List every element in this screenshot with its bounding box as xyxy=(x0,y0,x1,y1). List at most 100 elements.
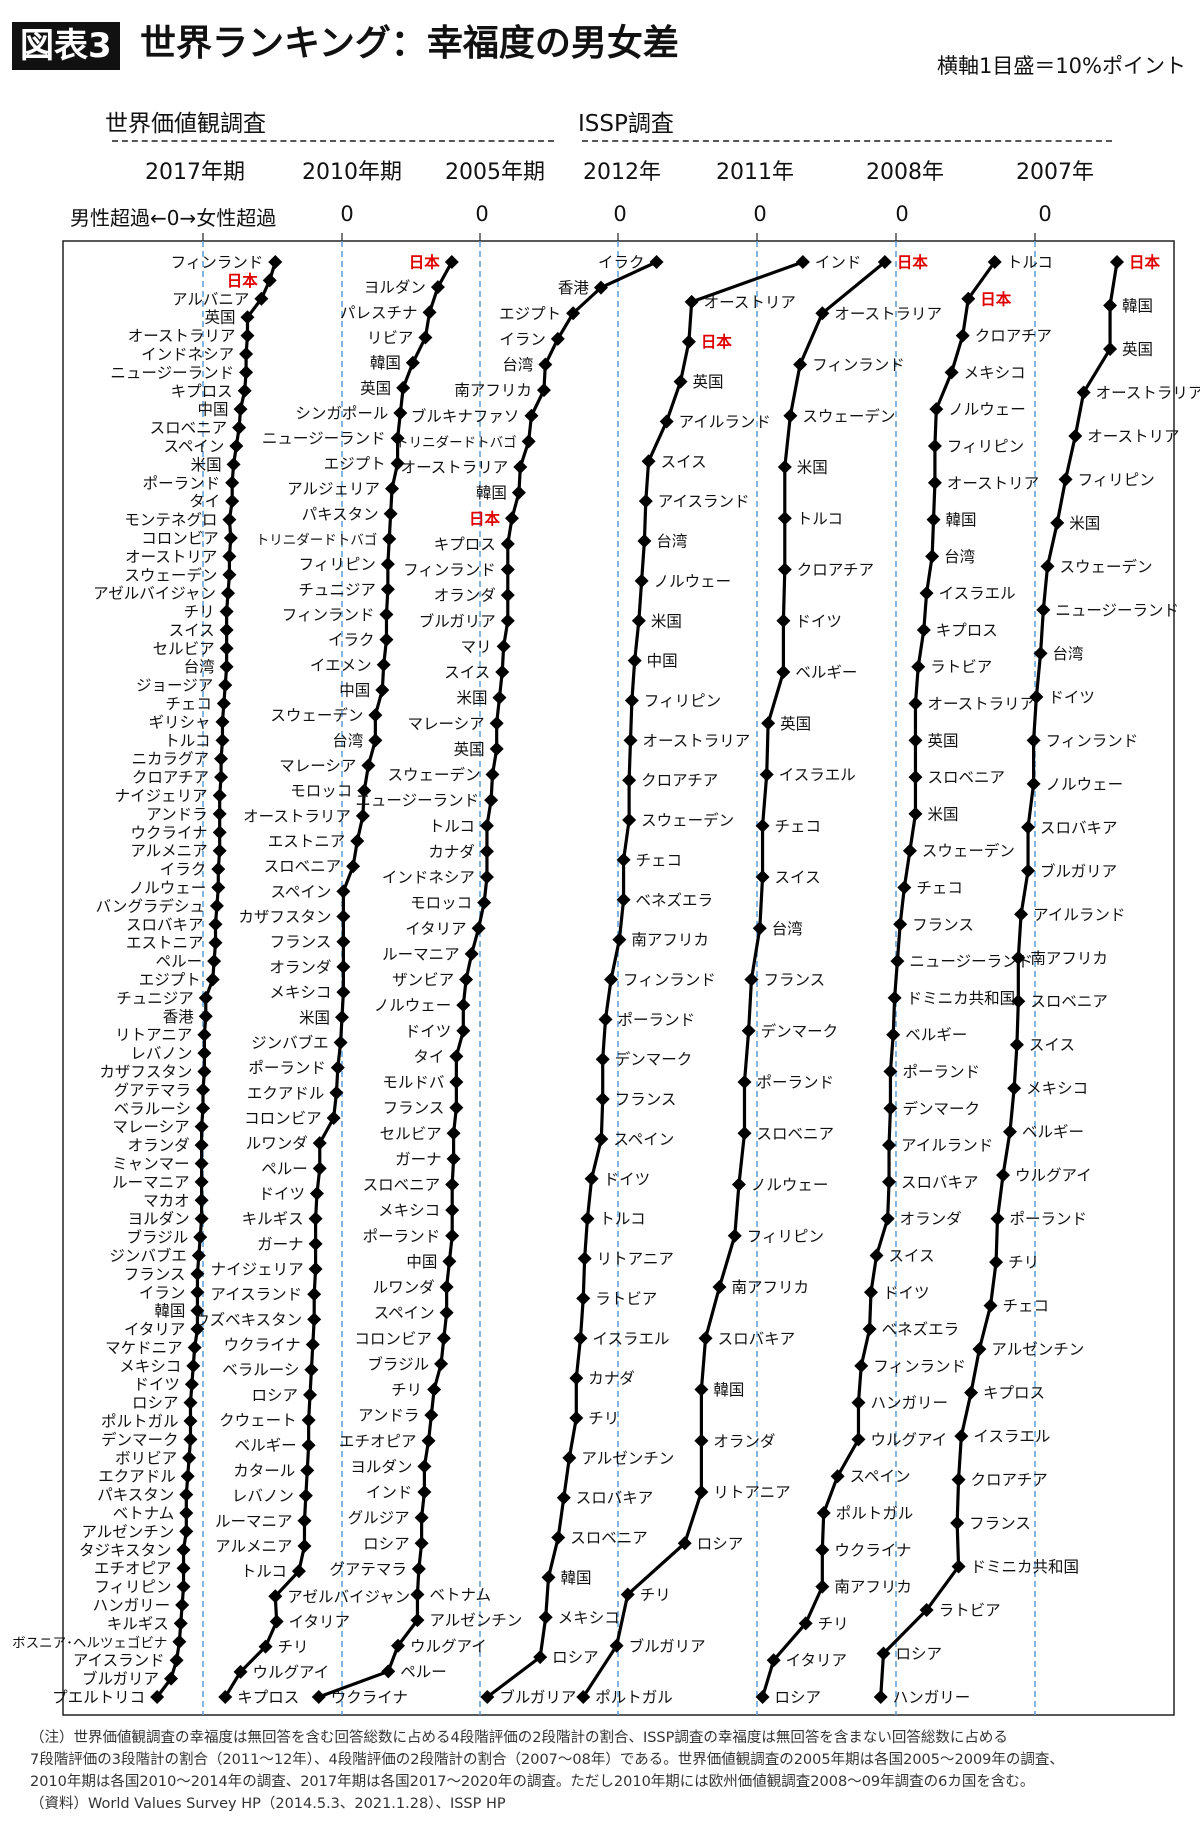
data-point-marker xyxy=(902,843,917,858)
country-label: アンドラ xyxy=(146,805,207,823)
data-point-marker xyxy=(752,921,767,936)
country-label: ハンガリー xyxy=(870,1394,948,1412)
country-label: 中国 xyxy=(339,681,370,699)
data-point-marker xyxy=(269,1614,284,1629)
data-point-marker xyxy=(209,898,224,913)
country-label: カザフスタン xyxy=(99,1063,192,1081)
country-label: オーストリア xyxy=(125,548,217,566)
zero-label-2011: 0 xyxy=(753,202,767,226)
data-point-marker xyxy=(1021,863,1036,878)
data-point-marker xyxy=(776,665,791,679)
country-label: ブルガリア xyxy=(499,1688,576,1707)
data-point-marker xyxy=(1002,1124,1017,1139)
country-label: 英国 xyxy=(1122,340,1153,358)
country-label: アゼルバイジャン xyxy=(287,1588,410,1606)
data-point-marker xyxy=(172,1634,187,1649)
country-label: トルコ xyxy=(429,817,475,835)
data-point-marker xyxy=(673,374,688,389)
country-label: アイルランド xyxy=(679,413,771,431)
country-label: マケドニア xyxy=(105,1339,183,1357)
data-point-marker xyxy=(1033,646,1048,661)
country-label: ウルグアイ xyxy=(870,1431,947,1449)
country-label: ベトナム xyxy=(113,1505,175,1523)
country-label: カザフスタン xyxy=(238,908,331,926)
country-label: ベラルーシ xyxy=(114,1100,191,1118)
data-point-marker xyxy=(191,1248,206,1263)
country-label: 米国 xyxy=(191,456,222,474)
data-point-marker xyxy=(304,1362,319,1377)
country-label: メキシコ xyxy=(1026,1080,1088,1098)
country-label: アイルランド xyxy=(901,1137,993,1155)
country-label: ベネズエラ xyxy=(882,1321,960,1339)
data-point-marker xyxy=(368,708,383,723)
country-label: リトアニア xyxy=(597,1250,674,1268)
data-point-marker xyxy=(225,475,240,490)
data-point-marker xyxy=(355,808,370,823)
data-point-marker xyxy=(229,438,244,453)
country-label: フィンランド xyxy=(873,1357,966,1375)
data-point-marker xyxy=(336,985,351,1000)
country-label: ミャンマー xyxy=(112,1155,190,1173)
data-point-marker xyxy=(194,1156,209,1171)
data-point-marker xyxy=(929,402,944,417)
country-label: ガーナ xyxy=(395,1150,442,1168)
country-label: ノルウェー xyxy=(374,997,452,1015)
data-point-marker xyxy=(336,884,351,899)
data-point-marker xyxy=(258,1639,273,1654)
country-label: ポーランド xyxy=(617,1011,695,1029)
country-label: エチオピア xyxy=(94,1560,172,1578)
country-label: 中国 xyxy=(406,1253,437,1271)
country-label: イラク xyxy=(160,861,207,879)
country-label: ドイツ xyxy=(1048,688,1095,706)
country-label: 米国 xyxy=(456,689,487,707)
data-point-marker xyxy=(417,1485,432,1499)
country-label: スイス xyxy=(169,621,215,639)
data-point-marker xyxy=(511,485,526,500)
direction-label: 男性超過←0→女性超過 xyxy=(70,206,277,230)
country-label: フィンランド xyxy=(812,356,905,374)
data-point-marker xyxy=(414,1536,429,1551)
zero-label-2010: 0 xyxy=(340,202,354,226)
data-point-marker xyxy=(744,972,759,987)
country-label: フィンランド xyxy=(623,971,716,989)
data-point-marker xyxy=(882,1174,897,1189)
data-point-marker xyxy=(551,1530,566,1545)
country-label: オーストリア xyxy=(704,293,796,311)
source-note: （資料）World Values Survey HP（2014.5.3、2021… xyxy=(30,1796,506,1812)
country-label: オランダ xyxy=(269,958,331,976)
data-point-marker xyxy=(190,1285,205,1300)
country-label: エジプト xyxy=(139,971,201,989)
data-point-marker xyxy=(694,1485,709,1499)
data-point-marker xyxy=(983,1298,998,1313)
data-point-marker xyxy=(445,1177,460,1192)
country-label: オーストラリア xyxy=(834,305,942,323)
country-label: 英国 xyxy=(360,379,391,397)
data-point-marker xyxy=(731,1177,746,1192)
country-label: 米国 xyxy=(797,459,828,477)
data-point-marker xyxy=(439,1280,454,1294)
country-label: ポーランド xyxy=(143,474,221,492)
country-label: ウクライナ xyxy=(331,1689,408,1707)
country-label: アイスランド xyxy=(73,1652,165,1670)
data-point-marker xyxy=(622,773,637,788)
country-label: 韓国 xyxy=(370,354,401,372)
data-point-marker xyxy=(890,954,905,969)
country-label: アルバニア xyxy=(172,290,249,308)
country-label: ペルー xyxy=(400,1663,447,1681)
country-label: スロバキア xyxy=(901,1173,979,1191)
data-point-marker xyxy=(175,1598,190,1613)
country-label: 台湾 xyxy=(772,920,803,938)
country-label: チリ xyxy=(640,1586,671,1604)
data-point-marker xyxy=(311,1690,326,1704)
data-point-marker xyxy=(755,818,770,833)
data-point-marker xyxy=(446,1151,461,1166)
data-point-marker xyxy=(219,622,234,637)
data-point-marker xyxy=(300,1463,315,1478)
country-label: レバノン xyxy=(130,1045,192,1063)
country-label: アイスランド xyxy=(210,1286,302,1304)
country-label: エクアドル xyxy=(98,1468,176,1486)
data-point-marker xyxy=(594,1131,609,1146)
data-point-marker xyxy=(184,1377,199,1392)
data-point-marker xyxy=(926,512,941,527)
